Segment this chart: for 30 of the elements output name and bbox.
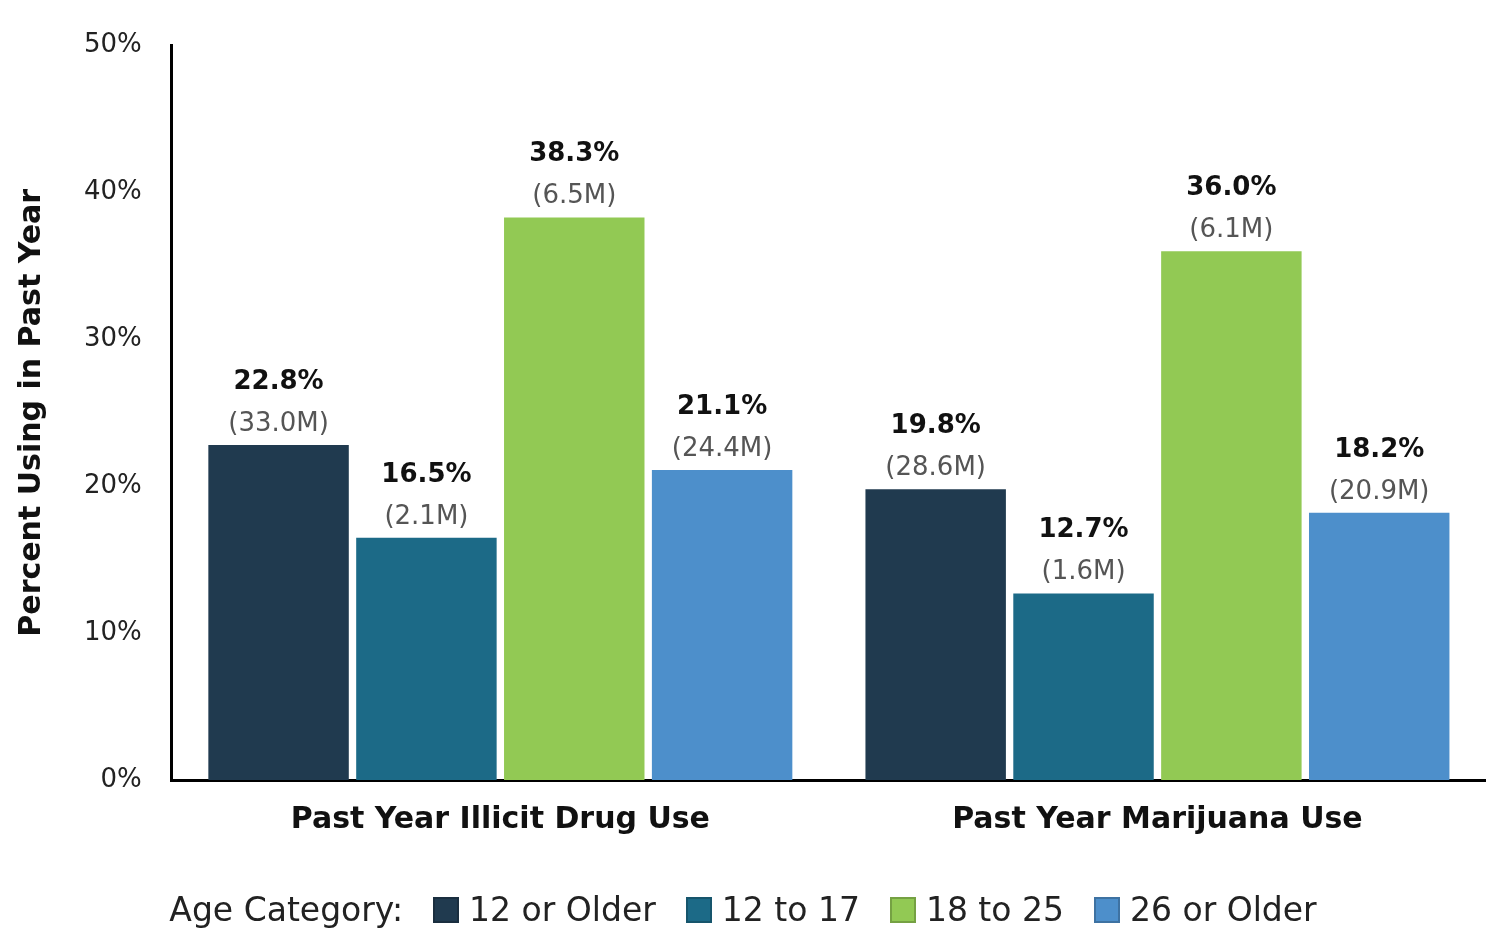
- bar: [1308, 512, 1450, 780]
- bar: [504, 217, 645, 780]
- data-label: 38.3% (6.5M): [529, 137, 620, 210]
- bar: [865, 489, 1006, 780]
- y-tick-label: 0%: [100, 762, 142, 793]
- x-tick-label: Past Year Illicit Drug Use: [290, 799, 710, 835]
- data-label: 16.5% (2.1M): [381, 457, 472, 530]
- y-tick-label: 10%: [83, 615, 142, 646]
- data-label: 36.0% (6.1M): [1186, 171, 1277, 244]
- bar: [208, 445, 349, 780]
- y-tick-label: 50%: [83, 28, 142, 59]
- bar: [1161, 251, 1302, 780]
- bar: [651, 470, 793, 780]
- bar: [1013, 593, 1154, 780]
- legend-label: 12 to 17: [721, 890, 860, 929]
- y-axis-title: Percent Using in Past Year: [11, 188, 47, 637]
- y-tick-label: 20%: [83, 468, 142, 499]
- data-label: 12.7% (1.6M): [1038, 513, 1129, 586]
- legend-label: 18 to 25: [925, 890, 1064, 929]
- legend-title: Age Category:: [169, 890, 404, 929]
- data-label: 19.8% (28.6M): [885, 409, 986, 482]
- y-tick-label: 40%: [83, 175, 142, 206]
- bar: [356, 537, 497, 780]
- data-label: 18.2% (20.9M): [1328, 432, 1430, 505]
- x-tick-label: Past Year Marijuana Use: [952, 799, 1363, 835]
- data-label: 22.8% (33.0M): [228, 365, 329, 438]
- legend-label: 26 or Older: [1129, 890, 1317, 929]
- y-tick-label: 30%: [83, 322, 142, 353]
- legend-label: 12 or Older: [469, 890, 656, 929]
- data-label: 21.1% (24.4M): [671, 390, 773, 463]
